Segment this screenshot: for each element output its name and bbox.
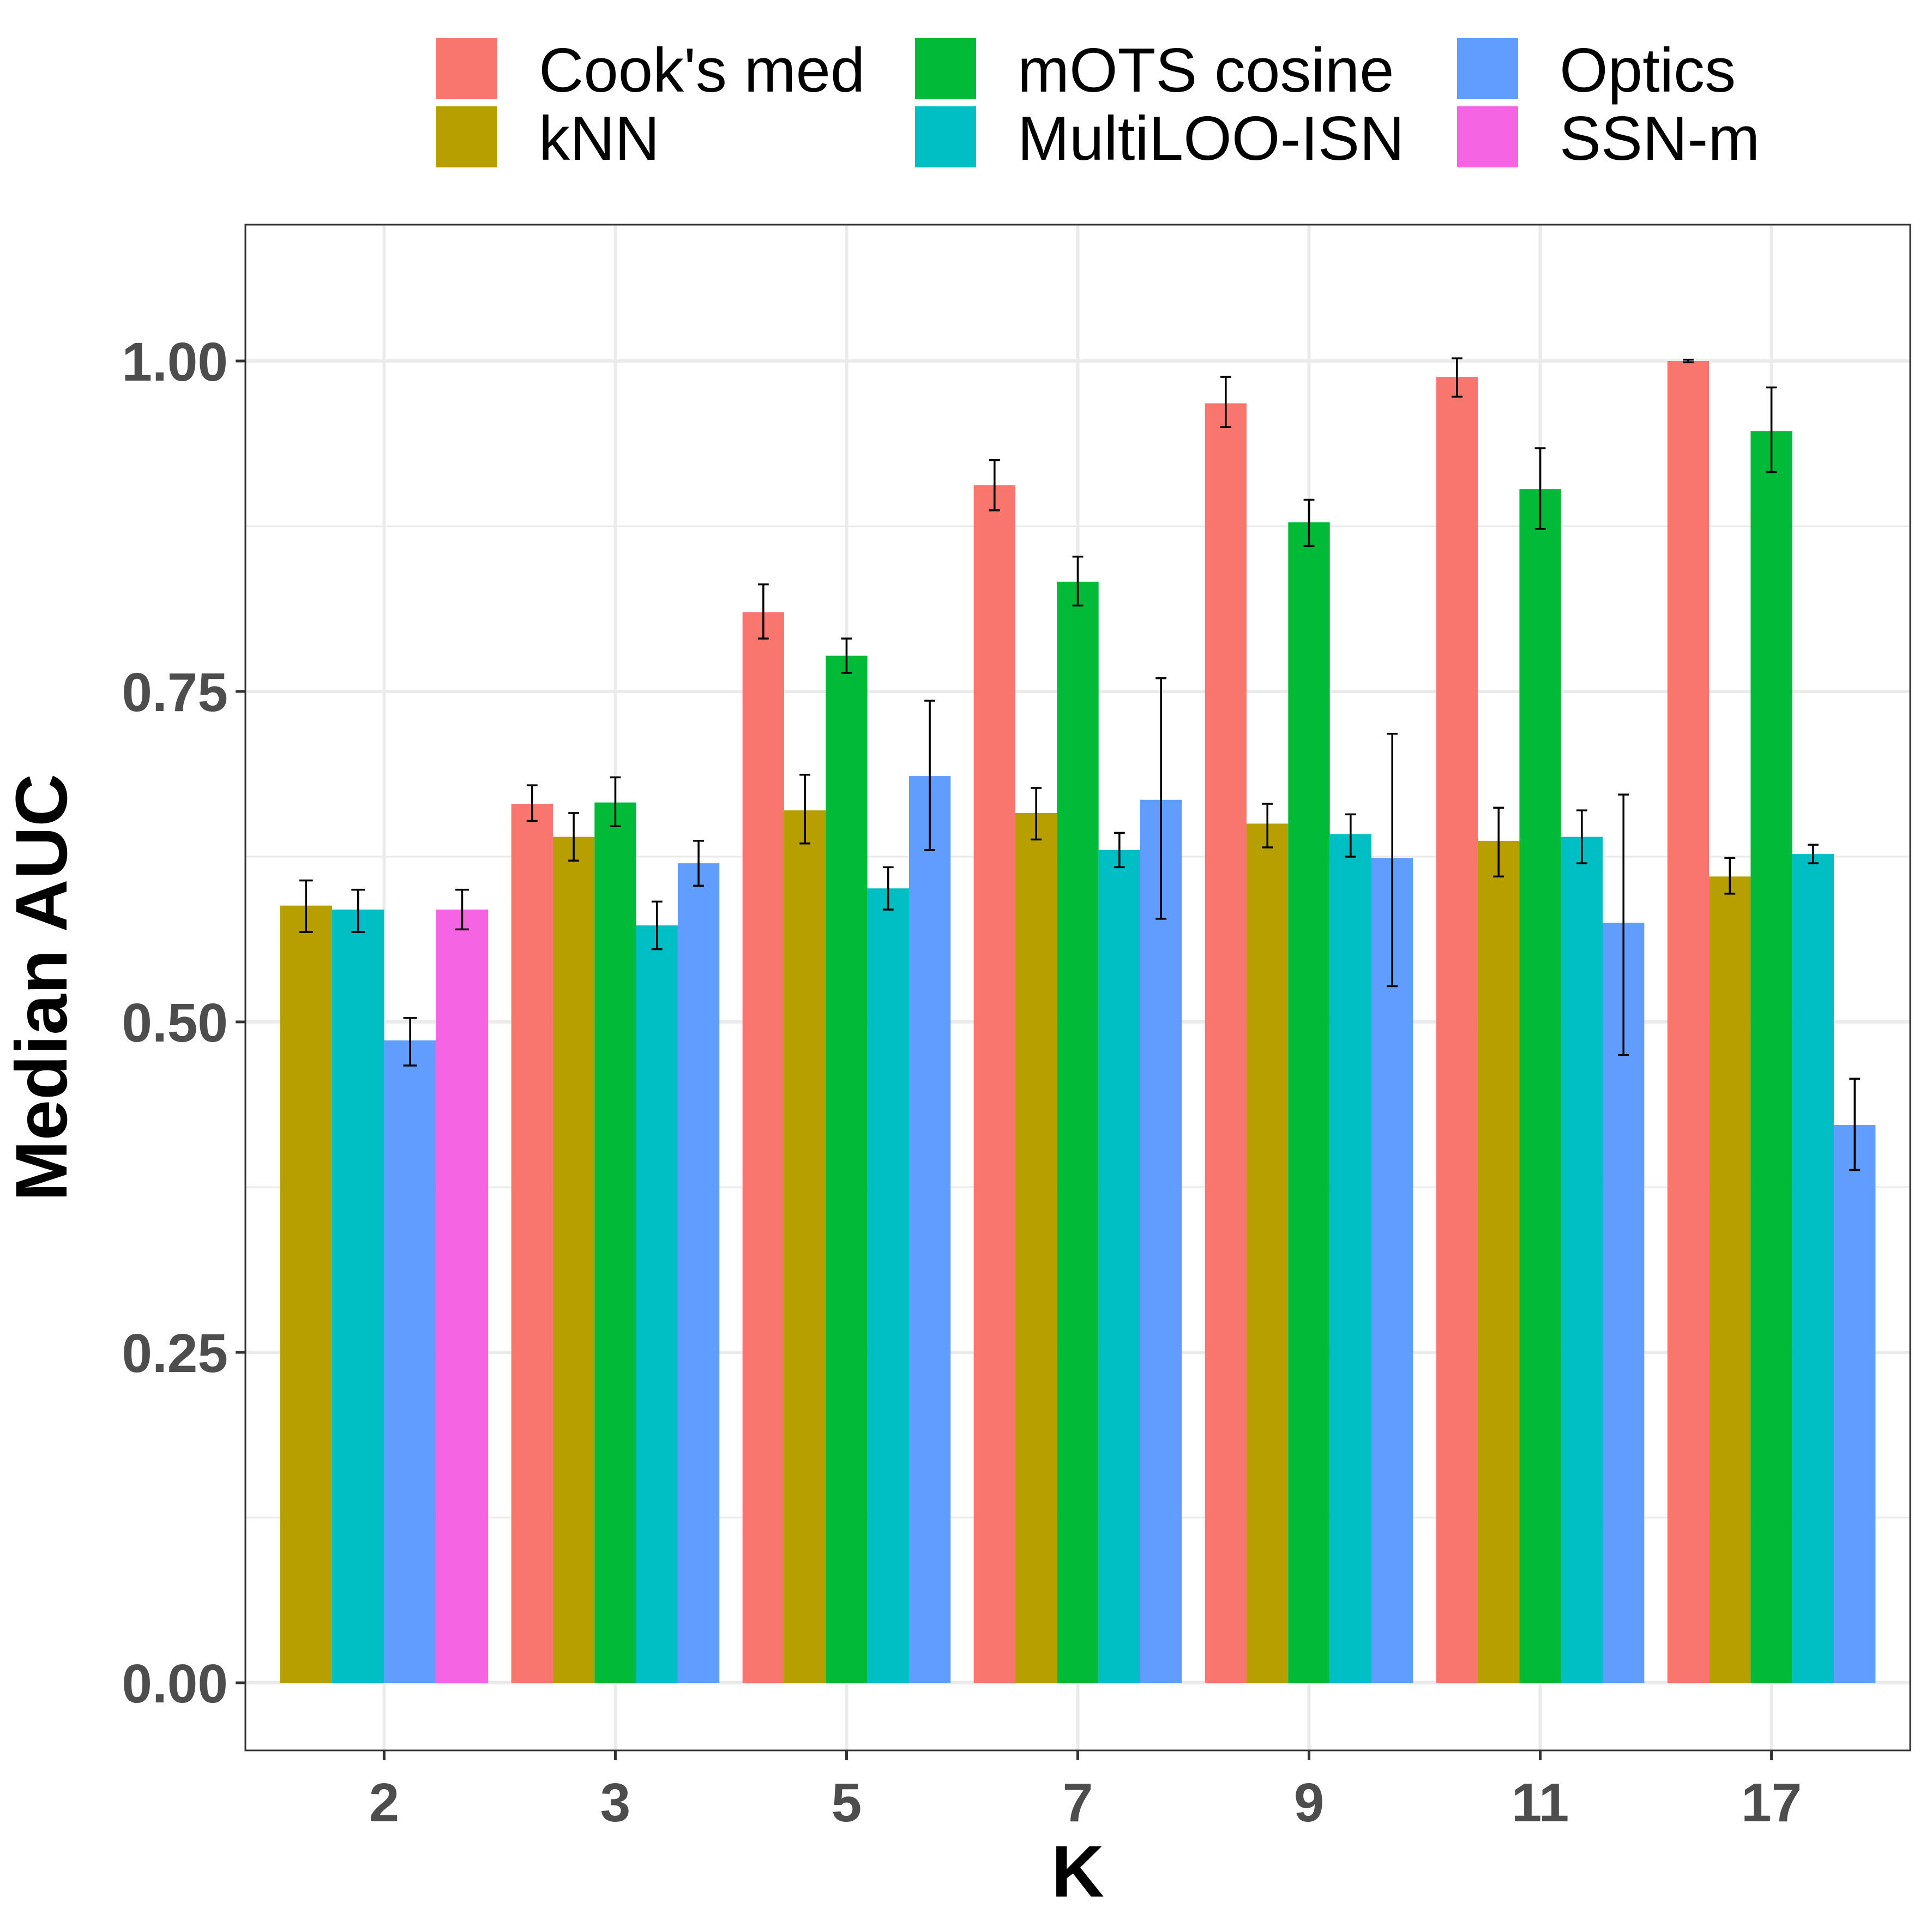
bar bbox=[1205, 403, 1247, 1683]
legend-label: MultiLOO-ISN bbox=[1018, 104, 1404, 173]
error-bars bbox=[299, 357, 1861, 1171]
bar bbox=[1834, 1125, 1876, 1683]
bar bbox=[677, 863, 720, 1683]
bar bbox=[594, 802, 636, 1683]
bar bbox=[908, 776, 951, 1683]
bar bbox=[1750, 431, 1792, 1683]
bar bbox=[552, 836, 595, 1683]
bar bbox=[436, 909, 489, 1683]
legend-key bbox=[1457, 38, 1518, 99]
legend-label: kNN bbox=[539, 104, 660, 173]
legend-label: SSN-m bbox=[1560, 104, 1760, 173]
bar bbox=[1667, 361, 1710, 1683]
bar bbox=[1247, 823, 1289, 1683]
bar bbox=[511, 804, 553, 1683]
bar bbox=[742, 612, 784, 1683]
bar bbox=[1519, 489, 1561, 1683]
legend-label: mOTS cosine bbox=[1018, 36, 1394, 105]
x-tick-label: 7 bbox=[1063, 1772, 1093, 1833]
y-axis-title: Median AUC bbox=[1, 774, 82, 1201]
x-tick-label: 5 bbox=[832, 1772, 862, 1833]
bar bbox=[1329, 834, 1372, 1683]
bar bbox=[1057, 581, 1099, 1683]
bars bbox=[280, 361, 1876, 1683]
y-tick-label: 0.25 bbox=[122, 1323, 228, 1384]
plot-panel bbox=[244, 224, 1911, 1752]
legend-key bbox=[1457, 106, 1518, 167]
legend-label: Optics bbox=[1560, 36, 1736, 105]
bar bbox=[973, 485, 1016, 1683]
legend-key bbox=[915, 106, 976, 167]
y-tick-label: 1.00 bbox=[122, 332, 228, 393]
bar bbox=[1015, 813, 1057, 1683]
bar bbox=[636, 925, 678, 1683]
bar bbox=[332, 909, 384, 1683]
y-tick-label: 0.75 bbox=[122, 662, 228, 723]
legend-key bbox=[436, 106, 497, 167]
bar bbox=[867, 888, 909, 1683]
x-tick-label: 2 bbox=[369, 1772, 400, 1833]
y-tick-label: 0.50 bbox=[122, 992, 228, 1054]
bar bbox=[1792, 854, 1834, 1683]
x-tick-label: 9 bbox=[1294, 1772, 1325, 1833]
bar bbox=[1288, 522, 1330, 1683]
x-axis: 2 3 5 7 9 11 17 bbox=[369, 1750, 1802, 1833]
bar bbox=[1709, 876, 1751, 1683]
y-tick-label: 0.00 bbox=[122, 1653, 228, 1714]
x-tick-label: 17 bbox=[1741, 1772, 1802, 1833]
bar bbox=[384, 1040, 436, 1683]
legend-key bbox=[915, 38, 976, 99]
bar bbox=[1478, 840, 1520, 1683]
x-axis-title: K bbox=[1051, 1831, 1104, 1912]
bar bbox=[826, 655, 868, 1683]
bar bbox=[1140, 799, 1182, 1683]
bar bbox=[280, 905, 333, 1683]
bar bbox=[1371, 858, 1413, 1683]
bar bbox=[1436, 377, 1478, 1683]
y-axis: 0.00 0.25 0.50 0.75 1.00 bbox=[122, 332, 245, 1714]
bar bbox=[1098, 850, 1140, 1683]
x-tick-label: 3 bbox=[600, 1772, 631, 1833]
legend-key bbox=[436, 38, 497, 99]
x-tick-label: 11 bbox=[1512, 1772, 1569, 1833]
bar bbox=[784, 810, 826, 1683]
legend-label: Cook's med bbox=[539, 36, 865, 105]
bar bbox=[1561, 836, 1603, 1683]
